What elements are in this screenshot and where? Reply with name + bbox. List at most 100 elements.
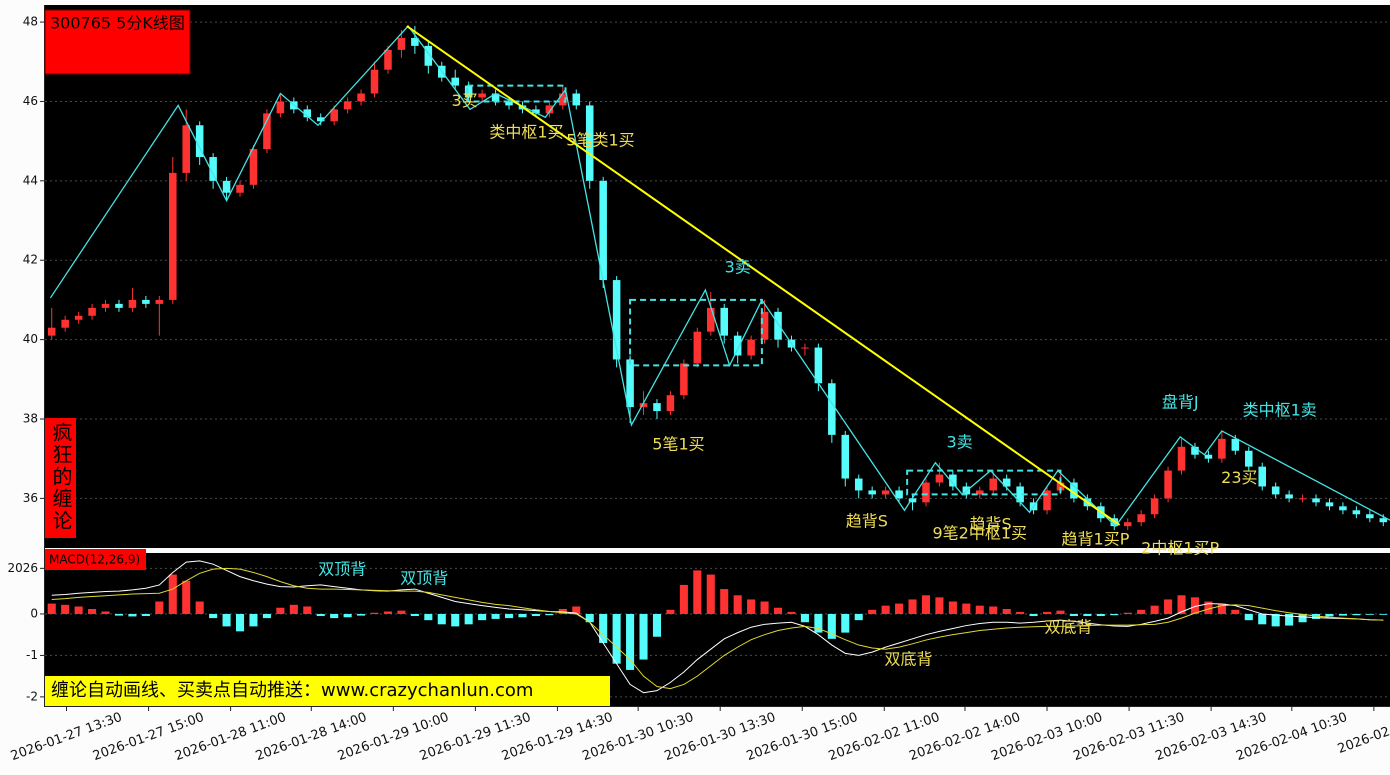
candle-body <box>316 117 325 122</box>
annotation: 趋背S <box>969 514 1011 533</box>
y-tick-label: 40 <box>23 332 38 346</box>
candle-body <box>115 303 123 308</box>
annotation: 5笔1买 <box>652 434 704 453</box>
macd-bar <box>800 613 809 623</box>
macd-bar <box>397 610 406 614</box>
annotation: 9笔2中枢1买 <box>933 524 1028 543</box>
pivot-box <box>629 298 763 367</box>
macd-bar <box>868 609 877 614</box>
macd-bar <box>276 607 285 614</box>
candle-body <box>922 482 930 503</box>
macd-bar <box>491 613 500 619</box>
macd-bar <box>854 613 863 621</box>
candle-body <box>169 172 177 300</box>
candle-body <box>1191 446 1199 455</box>
macd-bar <box>881 605 890 614</box>
macd-bar <box>330 613 339 619</box>
annotation: 3卖 <box>947 432 973 451</box>
macd-bar <box>679 584 688 614</box>
macd-bar <box>948 601 957 614</box>
candle-body <box>236 184 244 193</box>
candle-body <box>760 311 769 340</box>
candle-body <box>128 299 137 308</box>
macd-bar <box>357 613 366 616</box>
candle-body <box>585 105 594 181</box>
candle-body <box>1245 450 1253 467</box>
macd-bar <box>343 613 352 618</box>
macd-bar <box>1029 613 1038 617</box>
macd-line <box>51 567 1384 690</box>
candle-body <box>209 157 217 181</box>
candle-body <box>1164 470 1172 499</box>
candle-body <box>343 101 352 110</box>
candle-body <box>263 113 271 150</box>
macd-bar <box>599 613 608 643</box>
macd-bar <box>114 613 124 616</box>
candle-body <box>370 69 379 94</box>
candle-body <box>88 307 96 316</box>
macd-bar <box>612 613 621 664</box>
macd-bar <box>316 613 325 617</box>
candle-body <box>680 363 688 396</box>
candle-body <box>1177 446 1186 471</box>
macd-title: MACD(12,26,9) <box>49 553 140 567</box>
y-tick-label: -2 <box>26 689 38 703</box>
side-label: 疯狂的缠论 <box>49 422 73 532</box>
candle-body <box>478 93 486 98</box>
candle-body <box>1056 482 1065 491</box>
macd-bar <box>464 613 473 625</box>
candle-body <box>195 125 204 158</box>
annotation: 3卖 <box>725 258 751 277</box>
candle-body <box>801 347 809 349</box>
candle-body <box>1379 518 1388 523</box>
macd-bar <box>1298 613 1307 623</box>
candle-body <box>1016 486 1024 503</box>
macd-bar <box>666 609 675 614</box>
candle-body <box>1204 454 1213 459</box>
annotation: 双顶背 <box>318 560 366 579</box>
macd-bar <box>989 606 998 614</box>
candle-body <box>559 93 567 106</box>
candle-body <box>182 125 190 173</box>
macd-bar <box>720 589 729 614</box>
macd-bar <box>827 613 836 639</box>
macd-bar <box>1096 613 1105 617</box>
y-tick-label: -1 <box>26 648 38 662</box>
candle-body <box>249 149 258 185</box>
macd-bar <box>303 606 312 614</box>
macd-bar <box>424 613 433 621</box>
macd-bar <box>195 601 204 614</box>
candle-body <box>639 403 648 408</box>
candle-body <box>1366 514 1374 519</box>
candle-body <box>935 474 944 483</box>
candle-body <box>1298 498 1307 500</box>
macd-bar <box>249 613 258 627</box>
candle-body <box>1150 498 1159 515</box>
annotation: 3买 <box>452 91 478 110</box>
annotation: 2中枢1买P <box>1141 539 1219 558</box>
macd-bar <box>531 613 540 617</box>
y-tick-label: 2026 <box>7 561 38 575</box>
macd-bar <box>841 613 850 633</box>
macd-bar <box>908 599 917 614</box>
macd-bar <box>504 613 514 619</box>
candle-body <box>774 311 782 340</box>
macd-bar <box>182 580 191 614</box>
macd-bar <box>1365 613 1374 615</box>
macd-bar <box>209 613 218 619</box>
macd-bar <box>1042 611 1052 614</box>
annotation: 双底背 <box>1045 618 1093 637</box>
macd-bar <box>383 611 393 614</box>
candle-body <box>1137 514 1145 523</box>
y-tick-label: 36 <box>23 491 38 505</box>
side-label-box <box>45 418 76 538</box>
candle-body <box>881 490 890 495</box>
macd-bar <box>168 574 177 614</box>
macd-bar <box>626 613 635 670</box>
candle-body <box>303 109 312 118</box>
macd-bar <box>1177 595 1186 614</box>
macd-bar <box>962 603 971 614</box>
candle-body <box>61 319 69 328</box>
annotation: 趋背1买P <box>1062 530 1130 549</box>
pivot-box <box>466 84 567 103</box>
